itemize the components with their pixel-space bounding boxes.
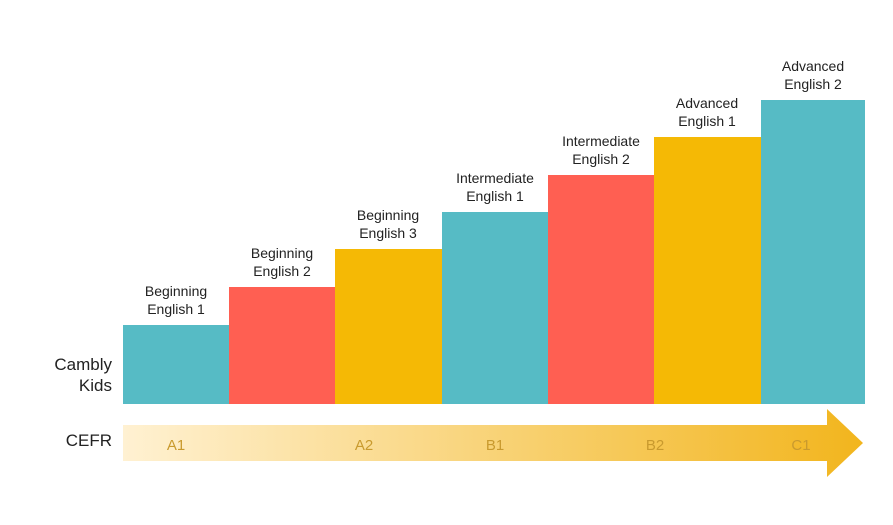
step-advanced-english-2 (761, 100, 865, 404)
cambly-kids-label-line2: Kids (78, 376, 112, 395)
step-label-advanced-english-2: Advanced English 2 (753, 57, 873, 93)
cefr-level-c1: C1 (791, 437, 811, 454)
step-label-intermediate-english-2: Intermediate English 2 (541, 132, 661, 168)
cambly-kids-label-line1: Cambly (54, 355, 112, 374)
cambly-kids-label: Cambly Kids (40, 354, 112, 396)
step-label-line2: English 1 (147, 301, 205, 317)
step-label-advanced-english-1: Advanced English 1 (647, 94, 767, 130)
step-label-line2: English 3 (359, 225, 417, 241)
step-label-line1: Beginning (144, 283, 208, 299)
step-label-line1: Advanced (781, 58, 845, 74)
step-beginning-english-2 (229, 287, 335, 404)
step-label-line1: Intermediate (562, 133, 640, 149)
step-beginning-english-3 (335, 249, 442, 404)
step-intermediate-english-1 (442, 212, 548, 404)
step-label-line2: English 2 (784, 76, 842, 92)
step-label-beginning-english-1: Beginning English 1 (116, 282, 236, 318)
step-beginning-english-1 (123, 325, 229, 404)
cefr-progress-arrow (123, 407, 865, 479)
step-label-line1: Advanced (675, 95, 739, 111)
step-label-line1: Intermediate (456, 170, 534, 186)
cefr-level-b1: B1 (485, 437, 505, 454)
step-label-beginning-english-3: Beginning English 3 (328, 206, 448, 242)
step-label-line2: English 1 (466, 188, 524, 204)
cefr-level-b2: B2 (645, 437, 665, 454)
cefr-level-a1: A1 (166, 437, 186, 454)
cefr-arrow-shape (123, 409, 863, 477)
step-label-line2: English 1 (678, 113, 736, 129)
step-label-line1: Beginning (250, 245, 314, 261)
step-advanced-english-1 (654, 137, 761, 404)
step-label-line2: English 2 (572, 151, 630, 167)
step-label-intermediate-english-1: Intermediate English 1 (435, 169, 555, 205)
cefr-arrow-graphic (123, 409, 863, 477)
step-label-line2: English 2 (253, 263, 311, 279)
step-label-line1: Beginning (356, 207, 420, 223)
step-intermediate-english-2 (548, 175, 654, 404)
step-label-beginning-english-2: Beginning English 2 (222, 244, 342, 280)
cefr-level-a2: A2 (354, 437, 374, 454)
cefr-label: CEFR (65, 431, 112, 450)
